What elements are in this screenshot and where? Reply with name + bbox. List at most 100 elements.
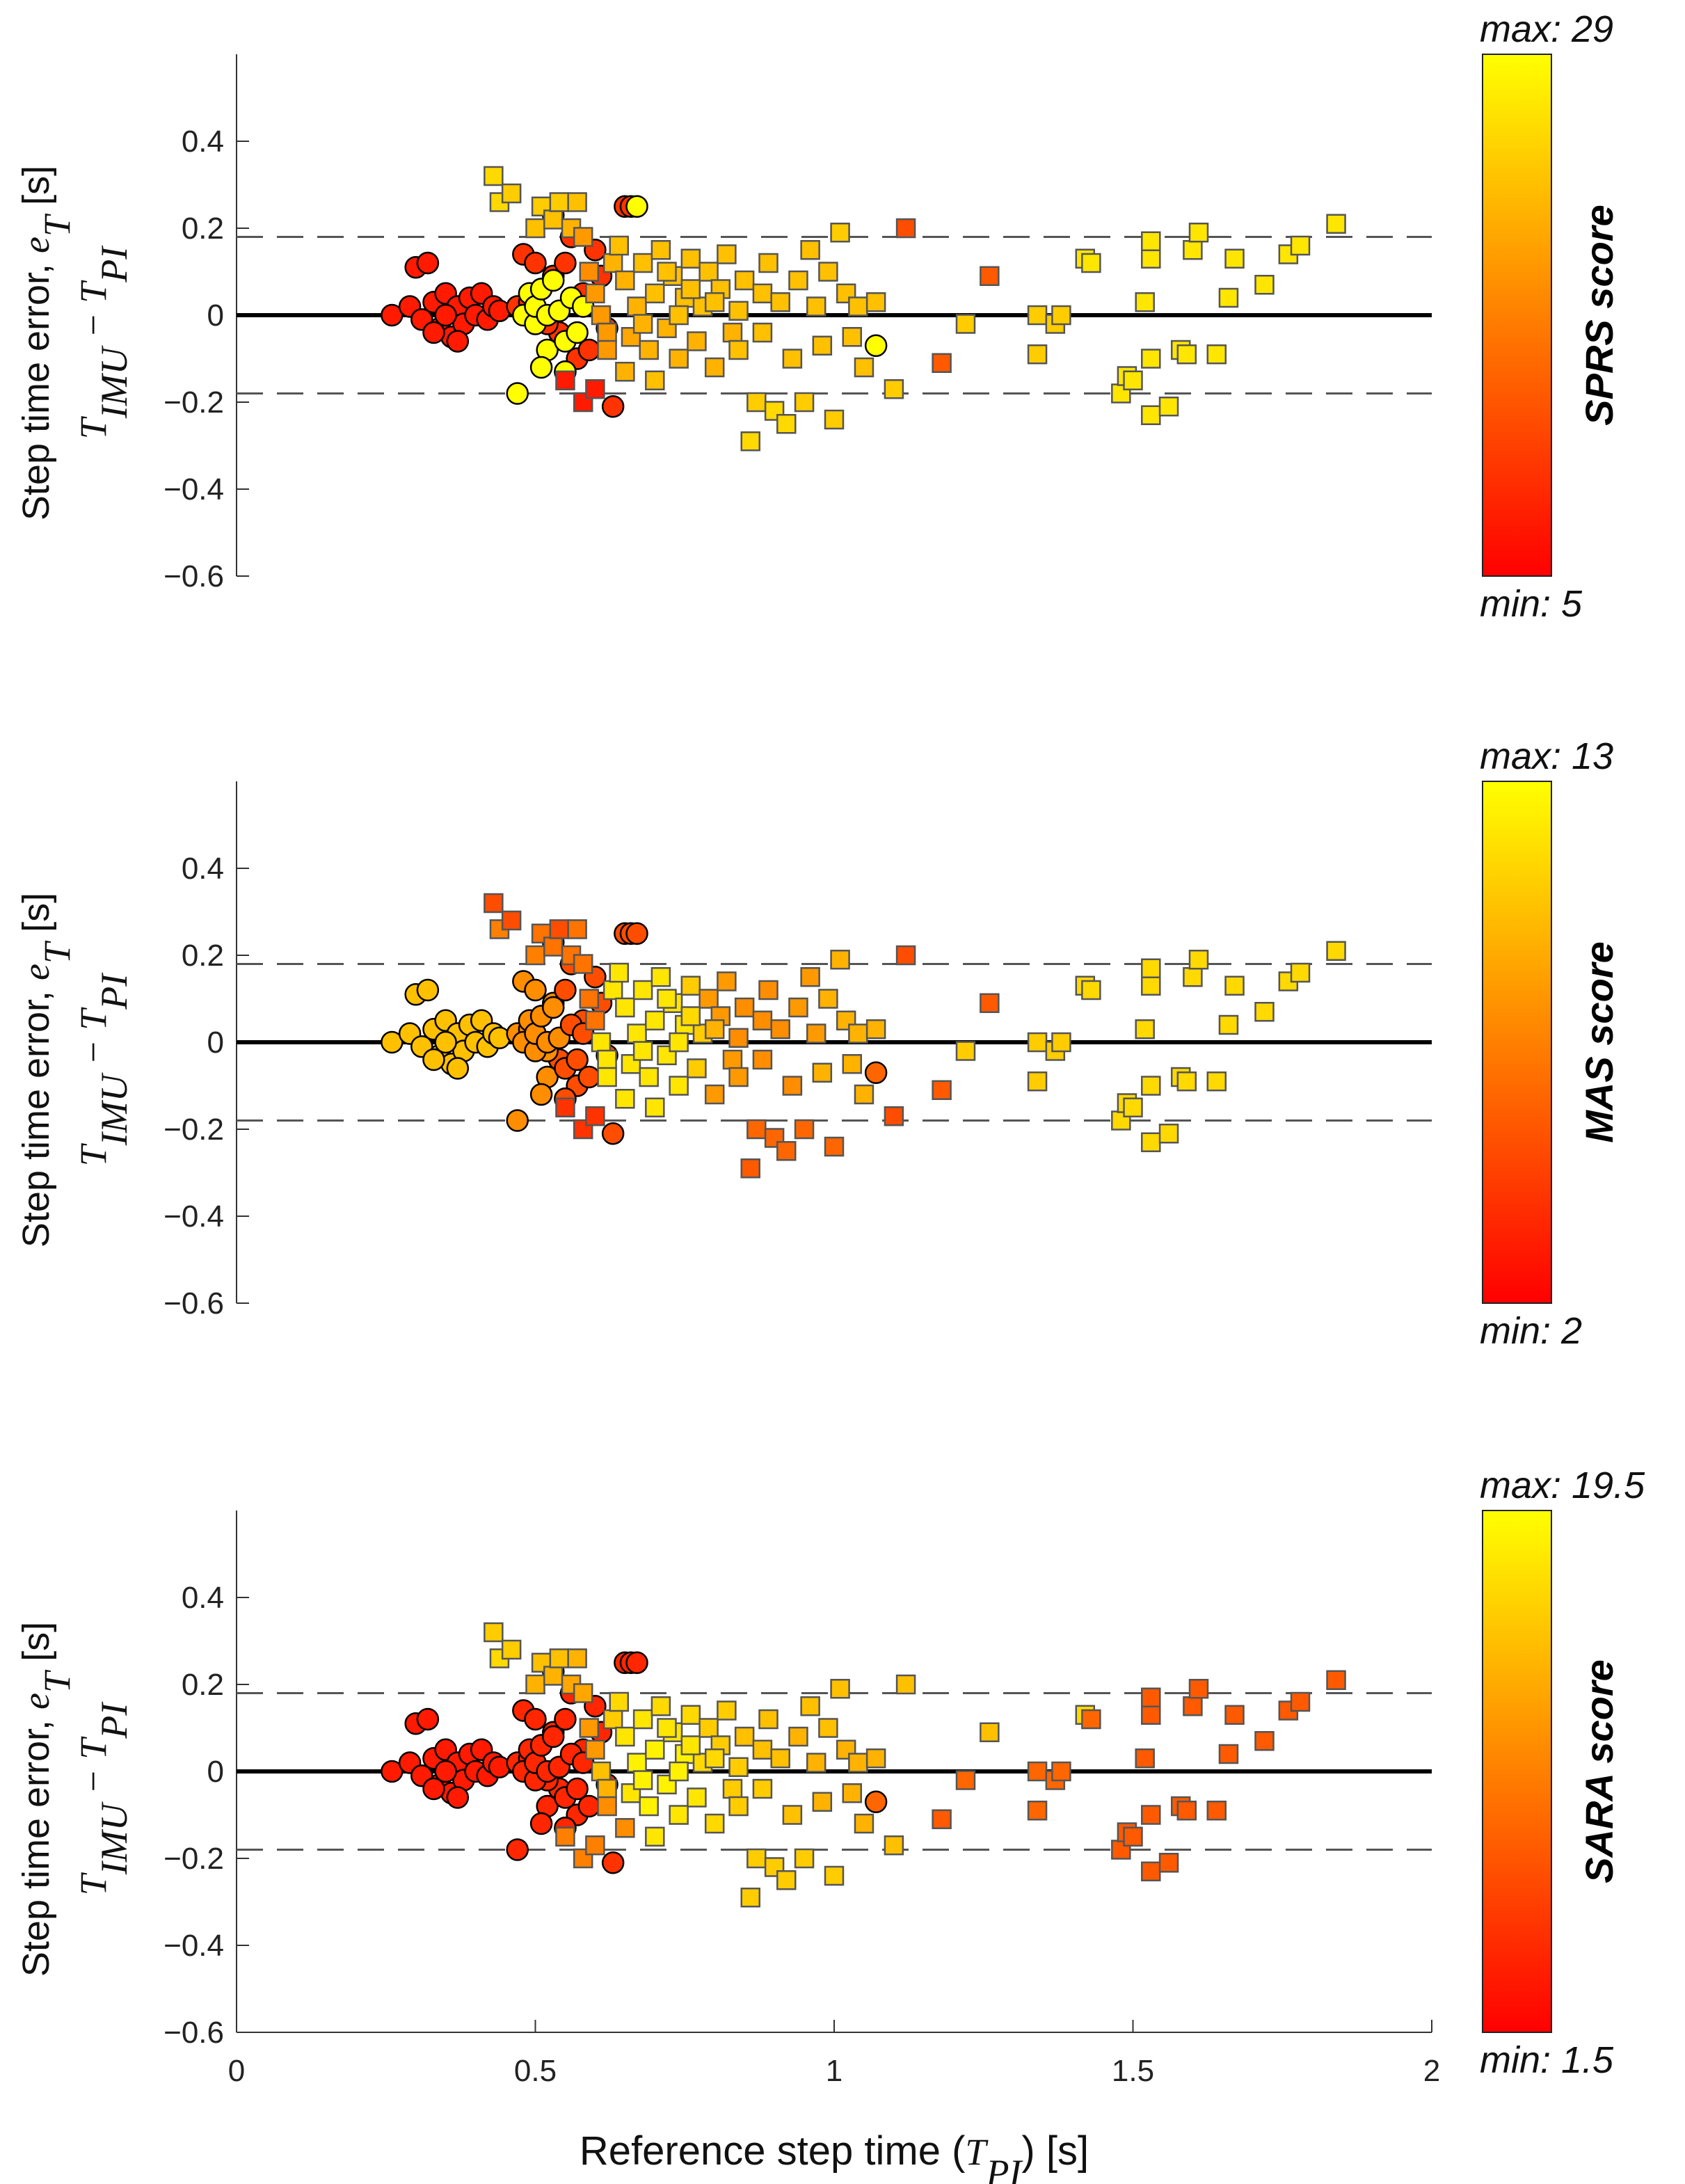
data-point-square [854, 1813, 875, 1834]
y-tick-label: −0.2 [163, 385, 224, 420]
data-point-circle [434, 1760, 457, 1783]
data-point-square [602, 253, 623, 273]
data-point-square [609, 1691, 630, 1712]
colorbar-title: SPRS score [1577, 205, 1621, 426]
data-point-square [1206, 1071, 1227, 1092]
data-point-square [955, 1041, 976, 1061]
data-point-square [650, 1696, 671, 1716]
data-point-square [1141, 1132, 1161, 1152]
data-point-square [680, 1006, 701, 1026]
data-point-square [1188, 950, 1209, 970]
y-axis-label: Step time error, eT [s] [15, 1622, 78, 1977]
data-point-circle [529, 1812, 553, 1835]
data-point-square [645, 283, 665, 303]
data-point-square [615, 997, 635, 1018]
data-point-square [788, 1726, 808, 1747]
data-point-square [830, 1679, 850, 1699]
data-point-square [484, 166, 504, 186]
colorbar-max-label: max: 29 [1480, 8, 1613, 50]
data-point-circle [524, 1707, 547, 1731]
data-point-square [627, 1753, 647, 1773]
data-point-circle [601, 1122, 625, 1145]
series-squares [484, 1622, 1346, 1908]
y-tick-label: −0.4 [163, 1199, 224, 1234]
data-point-square [615, 1726, 635, 1747]
data-point-circle [864, 1061, 888, 1084]
data-point-circle [422, 1777, 445, 1801]
data-point-square [740, 1888, 760, 1908]
data-point-square [704, 1084, 725, 1105]
data-point-square [830, 950, 850, 970]
data-point-square [1141, 231, 1161, 251]
data-point-square [639, 340, 659, 360]
data-point-square [657, 1718, 677, 1738]
data-point-square [1051, 1761, 1071, 1782]
panel-middle: 0.4 0.2 0 −0.2 −0.4 −0.6 Step time error, eT [… [15, 735, 1621, 1352]
data-point-circle [542, 996, 565, 1019]
data-point-square [776, 1141, 797, 1161]
data-point-circle [625, 195, 648, 218]
y-axis-label-formula: TIMU − TPI [72, 1701, 135, 1896]
data-point-square [597, 1778, 617, 1799]
data-point-square [794, 1119, 815, 1140]
data-point-square [932, 353, 952, 373]
data-point-square [1206, 344, 1227, 365]
data-point-square [794, 1848, 815, 1869]
data-point-square [746, 392, 767, 413]
data-point-circle [416, 251, 440, 275]
colorbar-min-label: min: 1.5 [1480, 2039, 1614, 2081]
data-point-square [788, 997, 808, 1018]
data-point-square [1158, 1124, 1179, 1144]
data-point-square [645, 1826, 665, 1847]
data-point-square [1254, 1002, 1275, 1022]
data-point-square [884, 1106, 904, 1126]
data-point-square [848, 1023, 868, 1044]
x-axis-label: Reference step time (TPI) [s] [580, 2128, 1089, 2184]
data-point-square [728, 1028, 749, 1048]
data-point-square [591, 305, 612, 326]
data-point-square [1141, 1076, 1161, 1096]
data-point-square [1290, 1691, 1311, 1712]
data-point-square [615, 270, 635, 291]
data-point-square [806, 1753, 826, 1773]
data-point-square [884, 1835, 904, 1856]
data-point-square [669, 1076, 689, 1096]
data-point-square [501, 910, 522, 931]
data-point-square [567, 192, 587, 212]
data-point-square [704, 1813, 725, 1834]
y-tick-label: −0.4 [163, 1929, 224, 1963]
data-point-square [728, 340, 749, 360]
data-point-circle [529, 356, 553, 379]
data-point-square [824, 1865, 845, 1886]
data-point-square [776, 414, 797, 434]
data-point-square [501, 183, 522, 204]
data-point-square [549, 1648, 570, 1668]
data-point-square [1081, 253, 1101, 273]
data-point-square [848, 296, 868, 317]
data-point-square [800, 240, 820, 260]
data-point-square [932, 1080, 952, 1100]
y-tick-label: 0 [207, 1755, 224, 1789]
data-point-square [1158, 397, 1179, 417]
data-point-circle [625, 922, 648, 945]
data-point-square [680, 248, 701, 269]
data-point-square [680, 1705, 701, 1725]
data-point-square [955, 314, 976, 334]
data-point-square [854, 1084, 875, 1105]
data-point-square [818, 262, 838, 282]
data-point-square [824, 409, 845, 430]
data-point-square [609, 962, 630, 983]
data-point-square [1290, 962, 1311, 983]
data-point-circle [381, 303, 404, 327]
colorbar-min-label: min: 5 [1480, 583, 1583, 625]
data-point-square [1224, 1705, 1245, 1725]
data-point-square [704, 357, 725, 378]
data-point-square [1135, 1748, 1155, 1769]
data-point-square [591, 1761, 612, 1782]
data-point-circle [422, 321, 445, 344]
x-tick-label: 1.5 [1112, 2054, 1154, 2088]
data-point-circle [566, 321, 589, 344]
data-point-square [752, 283, 773, 303]
data-point-square [800, 967, 820, 987]
data-point-square [555, 370, 575, 390]
